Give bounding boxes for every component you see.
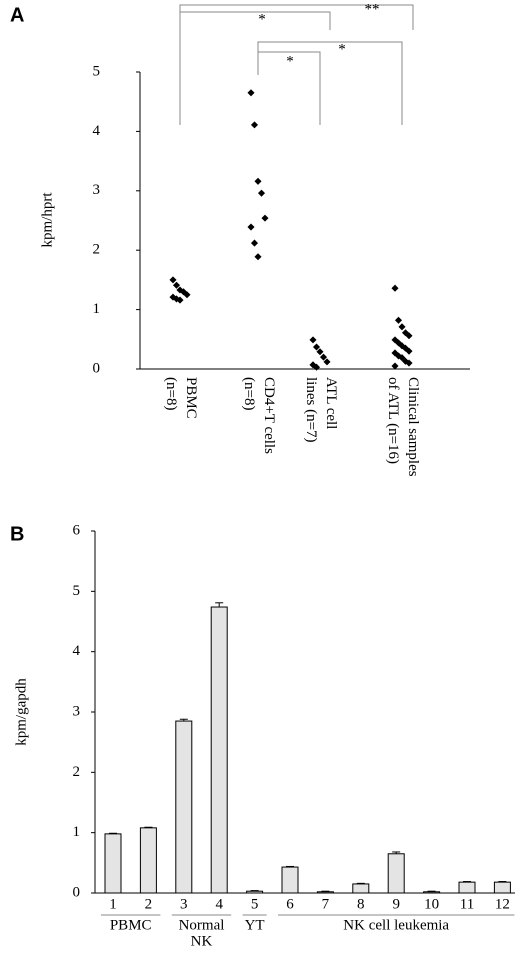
- data-point: [247, 223, 255, 231]
- data-point: [172, 281, 181, 289]
- x-tick-label-line: CD4+T cells: [261, 377, 277, 454]
- x-tick-label-line: (n=8): [163, 377, 179, 410]
- data-point: [254, 253, 262, 261]
- bar: [210, 606, 228, 894]
- data-point: [183, 291, 191, 299]
- y-tick-label: 2: [93, 242, 101, 258]
- data-point: [405, 332, 413, 340]
- significance-label: *: [258, 11, 266, 27]
- x-tick-label: Clinical samplesof ATL (n=16): [385, 377, 421, 477]
- x-tick-label: 6: [286, 896, 294, 912]
- x-tick-label-line: lines (n=7): [303, 377, 319, 443]
- significance-bracket: [257, 51, 321, 125]
- panel-letter: B: [10, 523, 24, 545]
- y-tick-label: 1: [73, 824, 81, 840]
- data-point: [309, 336, 317, 344]
- data-point: [247, 89, 255, 97]
- data-point: [261, 214, 269, 222]
- data-point: [323, 358, 331, 366]
- x-tick-label: 4: [215, 896, 223, 912]
- significance-label: **: [365, 1, 380, 17]
- bar: [246, 890, 264, 894]
- data-point: [391, 362, 399, 370]
- bar: [175, 720, 193, 894]
- y-tick-label: 3: [73, 703, 81, 719]
- bar: [423, 891, 441, 894]
- group-label: PBMC: [110, 917, 152, 933]
- group-label: NK: [191, 933, 213, 949]
- x-tick-label: 5: [251, 896, 259, 912]
- x-tick-label: 2: [145, 896, 153, 912]
- data-point: [250, 121, 259, 129]
- x-tick-label-line: PBMC: [183, 377, 199, 419]
- x-tick-label: 3: [180, 896, 188, 912]
- data-point: [169, 276, 177, 284]
- x-tick-label: 1: [109, 896, 117, 912]
- data-point: [398, 323, 406, 331]
- significance-label: *: [338, 41, 346, 57]
- data-point: [312, 343, 321, 351]
- data-point: [254, 177, 262, 185]
- x-tick-label: 7: [322, 896, 330, 912]
- data-point: [394, 316, 403, 324]
- significance-bracket: [257, 41, 403, 125]
- significance-bracket: [179, 4, 414, 125]
- data-point: [405, 359, 413, 367]
- x-tick-label: PBMC(n=8): [163, 377, 199, 419]
- y-tick-label: 5: [73, 583, 81, 599]
- y-axis-label: kpm/hprt: [39, 192, 55, 248]
- x-tick-label-line: of ATL (n=16): [385, 377, 401, 464]
- y-tick-label: 4: [93, 123, 101, 139]
- y-tick-label: 1: [93, 301, 101, 317]
- group-label: Normal: [179, 917, 225, 933]
- bar: [352, 883, 370, 894]
- group-label: NK cell leukemia: [343, 917, 449, 933]
- bar: [104, 833, 122, 894]
- x-tick-label: 8: [357, 896, 365, 912]
- x-tick-label: 11: [460, 896, 474, 912]
- bar: [458, 881, 476, 894]
- x-tick-label: ATL celllines (n=7): [303, 377, 339, 443]
- x-tick-label-line: Clinical samples: [405, 377, 421, 477]
- bar: [139, 827, 157, 894]
- data-point: [257, 189, 266, 197]
- y-tick-label: 6: [73, 522, 81, 538]
- y-axis-label: kpm/gapdh: [13, 678, 29, 746]
- y-tick-label: 0: [93, 360, 101, 376]
- x-tick-label: 10: [424, 896, 439, 912]
- x-tick-label: 12: [495, 896, 510, 912]
- bar: [493, 881, 511, 894]
- data-point: [250, 239, 259, 247]
- data-point: [316, 348, 324, 356]
- y-tick-label: 0: [73, 884, 81, 900]
- bar: [316, 891, 334, 894]
- x-tick-label-line: ATL cell: [323, 377, 339, 429]
- y-tick-label: 3: [93, 182, 101, 198]
- data-point: [319, 353, 328, 361]
- x-tick-label: CD4+T cells(n=8): [241, 377, 277, 454]
- group-label: YT: [245, 917, 265, 933]
- y-tick-label: 4: [73, 643, 81, 659]
- data-point: [312, 363, 321, 371]
- data-point: [176, 296, 184, 304]
- bar: [281, 866, 299, 894]
- bar: [387, 853, 405, 894]
- data-point: [405, 347, 413, 355]
- data-point: [391, 284, 399, 292]
- panel-letter: A: [10, 4, 24, 26]
- y-tick-label: 2: [73, 764, 81, 780]
- significance-label: *: [286, 53, 294, 69]
- x-tick-label: 9: [392, 896, 400, 912]
- significance-bracket: [179, 11, 331, 125]
- y-tick-label: 5: [93, 63, 101, 79]
- x-tick-label-line: (n=8): [241, 377, 257, 410]
